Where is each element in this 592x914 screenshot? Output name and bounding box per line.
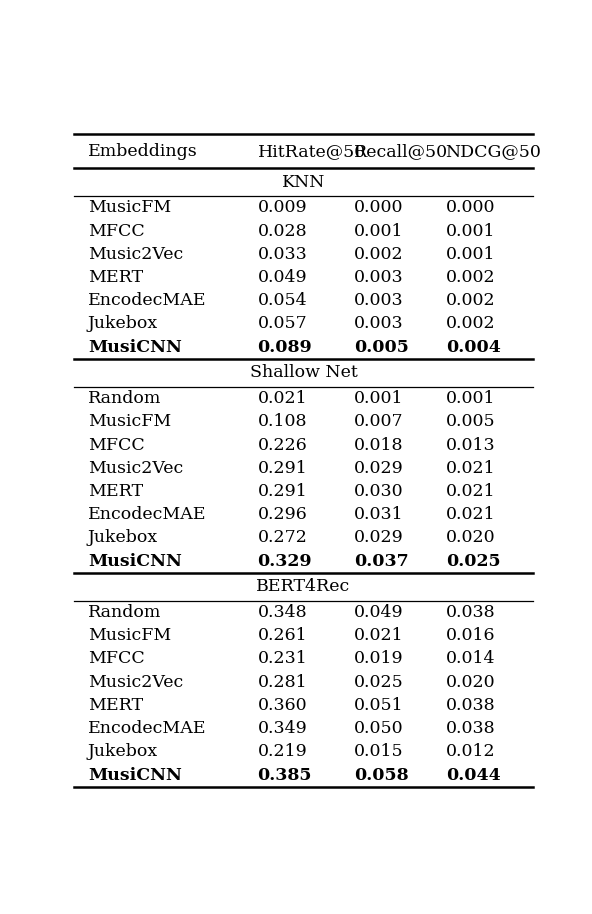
- Text: 0.348: 0.348: [258, 604, 307, 621]
- Text: 0.005: 0.005: [446, 413, 496, 430]
- Text: 0.021: 0.021: [446, 483, 496, 500]
- Text: 0.013: 0.013: [446, 437, 496, 453]
- Text: EncodecMAE: EncodecMAE: [88, 720, 206, 738]
- Text: Music2Vec: Music2Vec: [88, 460, 183, 477]
- Text: Random: Random: [88, 604, 161, 621]
- Text: 0.281: 0.281: [258, 674, 307, 691]
- Text: EncodecMAE: EncodecMAE: [88, 506, 206, 523]
- Text: HitRate@50: HitRate@50: [258, 143, 366, 160]
- Text: 0.108: 0.108: [258, 413, 307, 430]
- Text: MFCC: MFCC: [88, 437, 144, 453]
- Text: 0.349: 0.349: [258, 720, 307, 738]
- Text: Jukebox: Jukebox: [88, 529, 158, 547]
- Text: 0.058: 0.058: [354, 767, 408, 783]
- Text: 0.005: 0.005: [354, 339, 408, 356]
- Text: 0.018: 0.018: [354, 437, 403, 453]
- Text: 0.020: 0.020: [446, 529, 496, 547]
- Text: 0.014: 0.014: [446, 651, 495, 667]
- Text: 0.051: 0.051: [354, 697, 404, 714]
- Text: MusiCNN: MusiCNN: [88, 767, 182, 783]
- Text: MusiCNN: MusiCNN: [88, 339, 182, 356]
- Text: 0.003: 0.003: [354, 315, 404, 333]
- Text: 0.003: 0.003: [354, 269, 404, 286]
- Text: 0.002: 0.002: [446, 292, 496, 309]
- Text: 0.025: 0.025: [446, 553, 500, 569]
- Text: 0.002: 0.002: [446, 269, 496, 286]
- Text: 0.291: 0.291: [258, 460, 307, 477]
- Text: 0.037: 0.037: [354, 553, 408, 569]
- Text: 0.016: 0.016: [446, 627, 495, 644]
- Text: 0.385: 0.385: [258, 767, 312, 783]
- Text: 0.050: 0.050: [354, 720, 404, 738]
- Text: 0.021: 0.021: [446, 460, 496, 477]
- Text: 0.025: 0.025: [354, 674, 404, 691]
- Text: 0.030: 0.030: [354, 483, 404, 500]
- Text: 0.021: 0.021: [446, 506, 496, 523]
- Text: 0.033: 0.033: [258, 246, 307, 263]
- Text: MERT: MERT: [88, 269, 143, 286]
- Text: 0.261: 0.261: [258, 627, 307, 644]
- Text: MusicFM: MusicFM: [88, 413, 171, 430]
- Text: 0.226: 0.226: [258, 437, 307, 453]
- Text: 0.021: 0.021: [258, 390, 307, 407]
- Text: 0.031: 0.031: [354, 506, 404, 523]
- Text: 0.015: 0.015: [354, 743, 404, 760]
- Text: 0.038: 0.038: [446, 720, 496, 738]
- Text: KNN: KNN: [282, 174, 325, 191]
- Text: 0.021: 0.021: [354, 627, 404, 644]
- Text: 0.329: 0.329: [258, 553, 312, 569]
- Text: MERT: MERT: [88, 697, 143, 714]
- Text: 0.044: 0.044: [446, 767, 500, 783]
- Text: 0.020: 0.020: [446, 674, 496, 691]
- Text: 0.038: 0.038: [446, 604, 496, 621]
- Text: 0.029: 0.029: [354, 529, 404, 547]
- Text: 0.003: 0.003: [354, 292, 404, 309]
- Text: Shallow Net: Shallow Net: [249, 365, 358, 381]
- Text: EncodecMAE: EncodecMAE: [88, 292, 206, 309]
- Text: 0.001: 0.001: [446, 390, 495, 407]
- Text: MERT: MERT: [88, 483, 143, 500]
- Text: 0.272: 0.272: [258, 529, 307, 547]
- Text: 0.002: 0.002: [354, 246, 404, 263]
- Text: 0.001: 0.001: [446, 223, 495, 239]
- Text: 0.049: 0.049: [258, 269, 307, 286]
- Text: 0.001: 0.001: [446, 246, 495, 263]
- Text: BERT4Rec: BERT4Rec: [256, 579, 350, 595]
- Text: 0.001: 0.001: [354, 390, 403, 407]
- Text: 0.296: 0.296: [258, 506, 307, 523]
- Text: 0.028: 0.028: [258, 223, 307, 239]
- Text: MusiCNN: MusiCNN: [88, 553, 182, 569]
- Text: 0.009: 0.009: [258, 199, 307, 217]
- Text: 0.001: 0.001: [354, 223, 403, 239]
- Text: Jukebox: Jukebox: [88, 743, 158, 760]
- Text: 0.231: 0.231: [258, 651, 307, 667]
- Text: NDCG@50: NDCG@50: [446, 143, 542, 160]
- Text: Jukebox: Jukebox: [88, 315, 158, 333]
- Text: 0.007: 0.007: [354, 413, 404, 430]
- Text: 0.000: 0.000: [446, 199, 495, 217]
- Text: Embeddings: Embeddings: [88, 143, 198, 160]
- Text: 0.002: 0.002: [446, 315, 496, 333]
- Text: 0.019: 0.019: [354, 651, 404, 667]
- Text: 0.049: 0.049: [354, 604, 404, 621]
- Text: Music2Vec: Music2Vec: [88, 246, 183, 263]
- Text: Random: Random: [88, 390, 161, 407]
- Text: Recall@50: Recall@50: [354, 143, 448, 160]
- Text: 0.360: 0.360: [258, 697, 307, 714]
- Text: MFCC: MFCC: [88, 223, 144, 239]
- Text: 0.004: 0.004: [446, 339, 500, 356]
- Text: MFCC: MFCC: [88, 651, 144, 667]
- Text: 0.057: 0.057: [258, 315, 307, 333]
- Text: 0.029: 0.029: [354, 460, 404, 477]
- Text: 0.054: 0.054: [258, 292, 307, 309]
- Text: 0.012: 0.012: [446, 743, 496, 760]
- Text: MusicFM: MusicFM: [88, 199, 171, 217]
- Text: 0.219: 0.219: [258, 743, 307, 760]
- Text: 0.089: 0.089: [258, 339, 312, 356]
- Text: 0.038: 0.038: [446, 697, 496, 714]
- Text: 0.291: 0.291: [258, 483, 307, 500]
- Text: MusicFM: MusicFM: [88, 627, 171, 644]
- Text: 0.000: 0.000: [354, 199, 403, 217]
- Text: Music2Vec: Music2Vec: [88, 674, 183, 691]
